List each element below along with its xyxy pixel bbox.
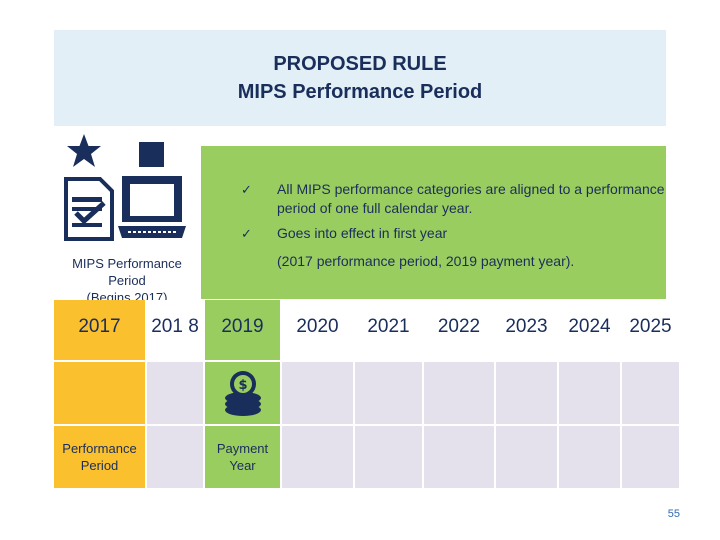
year-cell: 2022 [424,300,494,360]
timeline-grid: 2017 201 8 2019 2020 2021 2022 2023 2024… [54,300,679,488]
timeline-cell [496,426,557,488]
year-cell: 2019 [205,300,280,360]
mips-label-line-1: MIPS Performance [72,256,182,271]
info-box: ✓ All MIPS performance categories are al… [201,146,666,299]
document-checklist-icon [64,177,114,241]
year-cell: 2025 [622,300,679,360]
timeline-cell [424,426,494,488]
timeline-cell [622,426,679,488]
star-icon [67,134,101,167]
money-coins-icon: $ [224,371,261,416]
timeline-cell [559,426,620,488]
timeline-cell [147,362,203,424]
computer-monitor-icon [118,142,186,238]
timeline-cell [559,362,620,424]
year-cell: 2020 [282,300,353,360]
mips-performance-label: MIPS Performance Period (Begins 2017) [54,255,200,306]
timeline-cell [54,362,145,424]
timeline-cell: $ [205,362,280,424]
year-cell: 2024 [559,300,620,360]
timeline-cell [355,426,422,488]
bullet-2-followup: (2017 performance period, 2019 payment y… [277,253,575,269]
bullet-2-text: Goes into effect in first year [277,225,448,241]
year-cell: 2017 [54,300,145,360]
title-line-1: PROPOSED RULE [273,53,447,75]
timeline-cell [622,362,679,424]
page-number: 55 [667,508,680,520]
year-cell: 201 8 [147,300,203,360]
timeline-cell [496,362,557,424]
timeline-cell [355,362,422,424]
title-banner: PROPOSED RULE MIPS Performance Period [54,30,666,126]
timeline-cell [282,426,353,488]
check-icon: ✓ [241,226,252,241]
payment-year-label: Payment Year [205,426,280,488]
timeline-cell [424,362,494,424]
icon-group [60,133,190,245]
title-line-2: MIPS Performance Period [237,81,483,103]
bullet-1-text: All MIPS performance categories are alig… [277,181,665,216]
mips-label-line-2: Period [108,273,146,288]
year-cell: 2021 [355,300,422,360]
year-cell: 2023 [496,300,557,360]
check-icon: ✓ [241,182,252,197]
timeline-cell [147,426,203,488]
svg-text:$: $ [238,378,247,393]
performance-period-label: Performance Period [54,426,145,488]
timeline-cell [282,362,353,424]
